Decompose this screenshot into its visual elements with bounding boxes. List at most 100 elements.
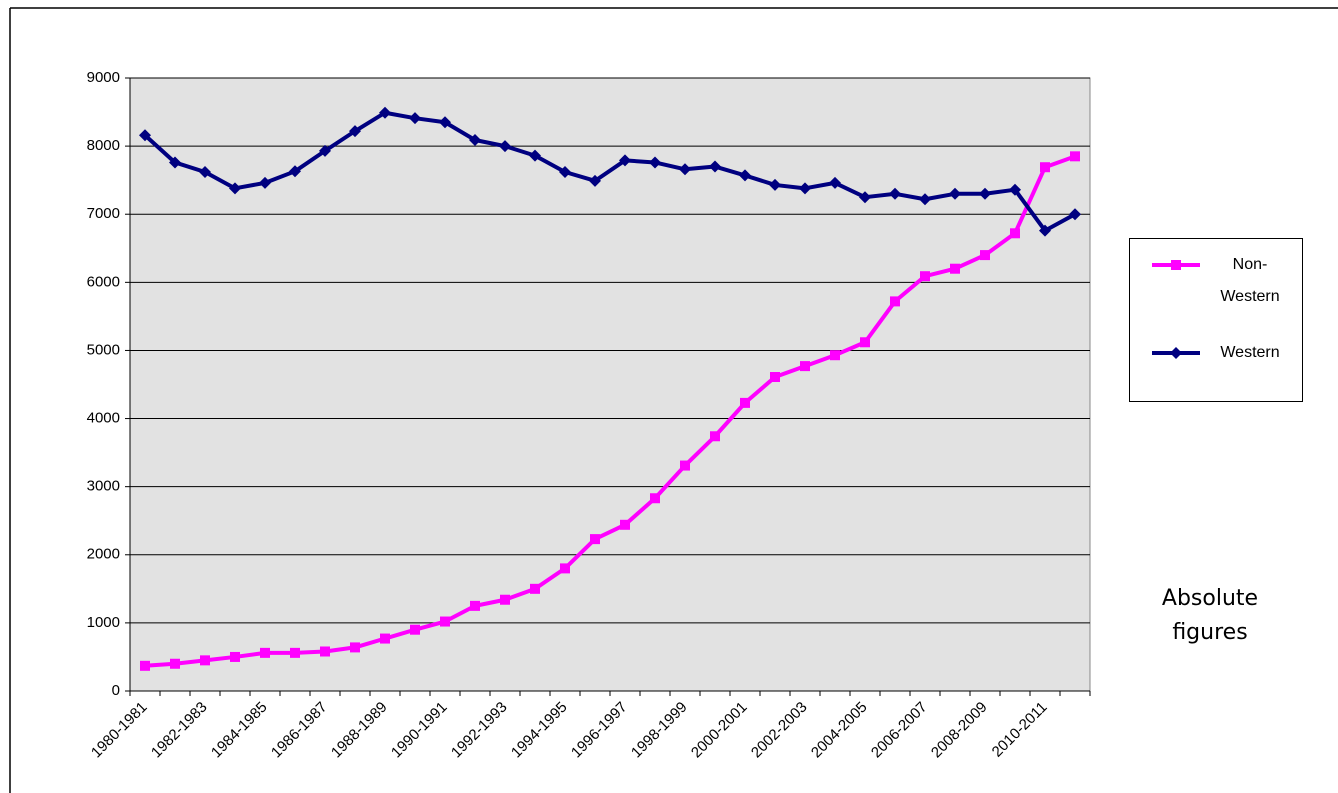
x-tick-label: 1986-1987 [268,699,331,762]
x-tick-label: 1980-1981 [88,699,151,762]
marker [620,519,630,530]
marker [230,651,240,662]
marker [470,600,480,611]
marker [409,112,421,125]
marker [500,594,510,605]
x-tick-label: 1990-1991 [388,699,451,762]
x-tick-label: 1994-1995 [508,699,571,762]
marker [200,655,210,666]
marker [800,361,810,372]
marker [170,658,180,669]
marker [199,165,211,178]
marker [889,187,901,200]
x-tick-label: 1982-1983 [148,699,211,762]
marker [439,116,451,129]
marker [169,156,181,169]
marker [289,165,301,178]
marker [530,583,540,594]
marker [649,156,661,169]
marker [590,534,600,545]
annotation: Absolute figures [1161,586,1259,645]
marker [979,187,991,200]
marker [350,642,360,653]
marker [770,372,780,383]
marker [260,647,270,658]
marker [769,178,781,191]
marker [829,176,841,189]
y-tick-label: 5000 [87,341,120,358]
y-tick-label: 0 [112,682,120,699]
y-tick-label: 9000 [87,69,120,86]
marker [950,263,960,274]
x-tick-label: 2002-2003 [748,699,811,762]
marker [1040,162,1050,173]
marker [740,397,750,408]
x-tick-label: 1996-1997 [568,699,631,762]
marker [469,133,481,146]
marker [739,169,751,182]
legend-swatch [1152,347,1200,359]
legend-marker [1171,260,1181,270]
y-tick-label: 1000 [87,614,120,631]
marker [919,193,931,206]
marker [529,149,541,162]
marker [229,182,241,195]
x-tick-label: 1988-1989 [328,699,391,762]
y-tick-label: 4000 [87,410,120,427]
marker [380,633,390,644]
marker [1070,151,1080,162]
marker [1009,183,1021,196]
legend: Non-Western Western [1129,238,1303,402]
marker [560,563,570,574]
marker [1010,228,1020,239]
marker [559,165,571,178]
marker [619,154,631,167]
marker [259,176,271,189]
marker [499,140,511,153]
marker [890,296,900,307]
legend-marker [1170,347,1182,359]
x-tick-label: 1992-1993 [448,699,511,762]
legend-label: Western [1220,344,1280,361]
marker [320,646,330,657]
y-tick-label: 6000 [87,273,120,290]
marker [799,182,811,195]
marker [680,460,690,471]
x-tick-label: 2000-2001 [688,699,751,762]
marker [830,350,840,361]
marker [980,250,990,261]
marker [410,624,420,635]
y-tick-label: 8000 [87,137,120,154]
y-tick-label: 3000 [87,478,120,495]
x-tick-label: 2004-2005 [808,699,871,762]
marker [1039,224,1051,237]
marker [379,106,391,119]
marker [679,163,691,176]
legend-swatch [1152,260,1200,270]
marker [710,431,720,442]
marker [650,493,660,504]
x-tick-label: 1984-1985 [208,699,271,762]
x-tick-label: 2006-2007 [868,699,931,762]
marker [290,647,300,658]
x-tick-label: 2008-2009 [928,699,991,762]
marker [860,337,870,348]
x-tick-label: 2010-2011 [989,699,1051,761]
marker [920,271,930,282]
marker [1069,208,1081,221]
y-tick-label: 7000 [87,205,120,222]
marker [319,144,331,157]
legend-label: Non-Western [1220,256,1280,305]
y-tick-label: 2000 [87,546,120,563]
marker [949,187,961,200]
marker [140,660,150,671]
marker [709,160,721,173]
marker [139,129,151,142]
x-tick-label: 1998-1999 [628,699,691,762]
marker [859,191,871,204]
marker [589,174,601,187]
marker [440,616,450,627]
marker [349,125,361,138]
